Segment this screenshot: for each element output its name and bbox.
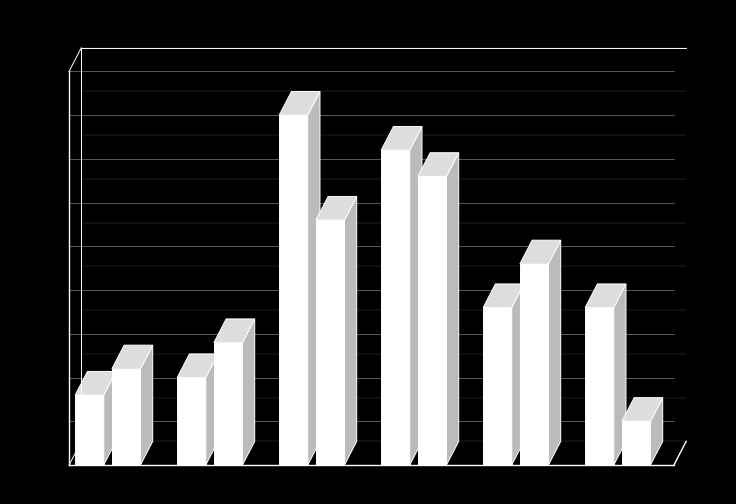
Polygon shape [214, 343, 242, 465]
Polygon shape [177, 377, 206, 465]
Polygon shape [75, 395, 104, 465]
Polygon shape [651, 398, 662, 465]
Polygon shape [104, 371, 116, 465]
Polygon shape [75, 371, 116, 395]
Polygon shape [112, 345, 152, 369]
Polygon shape [279, 115, 308, 465]
Polygon shape [381, 127, 422, 150]
Polygon shape [214, 319, 255, 343]
Polygon shape [308, 91, 320, 465]
Polygon shape [316, 197, 357, 220]
Polygon shape [622, 398, 662, 421]
Polygon shape [381, 150, 410, 465]
Polygon shape [242, 319, 255, 465]
Polygon shape [206, 354, 218, 465]
Polygon shape [585, 284, 626, 307]
Polygon shape [418, 176, 447, 465]
Polygon shape [520, 264, 548, 465]
Polygon shape [418, 153, 459, 176]
Polygon shape [512, 284, 524, 465]
Polygon shape [520, 240, 561, 264]
Polygon shape [614, 284, 626, 465]
Polygon shape [141, 345, 152, 465]
Polygon shape [410, 127, 422, 465]
Polygon shape [112, 369, 141, 465]
Polygon shape [622, 421, 651, 465]
Polygon shape [177, 354, 218, 377]
Polygon shape [447, 153, 459, 465]
Polygon shape [548, 240, 561, 465]
Polygon shape [316, 220, 344, 465]
Polygon shape [585, 307, 614, 465]
Polygon shape [344, 197, 357, 465]
Polygon shape [484, 307, 512, 465]
Polygon shape [484, 284, 524, 307]
Polygon shape [279, 91, 320, 115]
